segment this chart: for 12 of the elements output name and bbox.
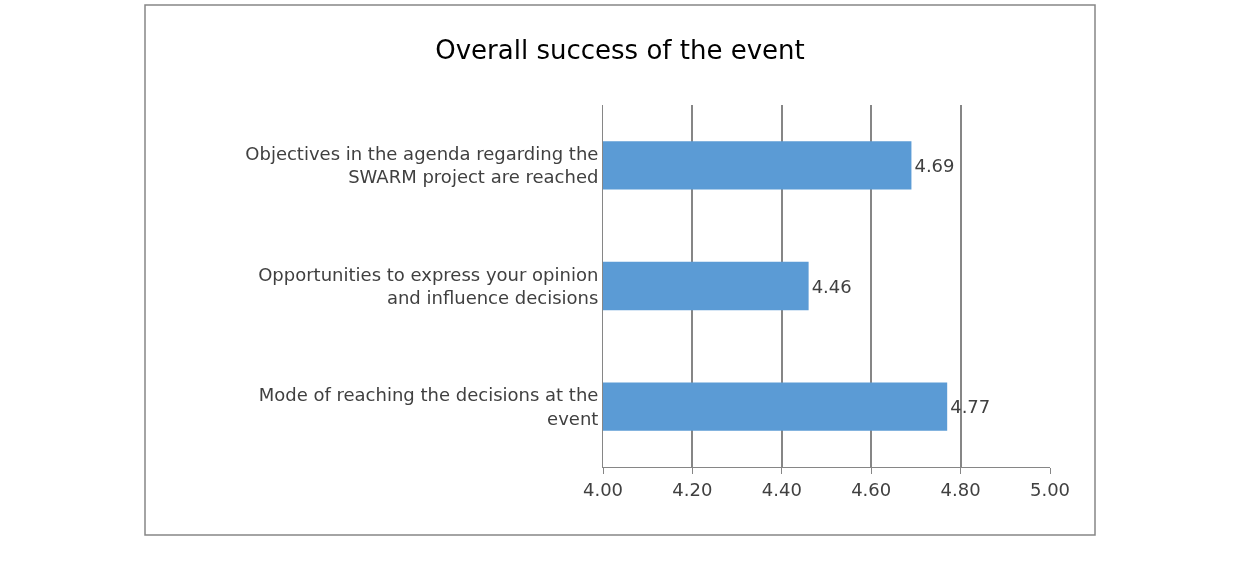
x-tick-label: 4.40 <box>761 478 802 500</box>
data-label: 4.46 <box>811 275 852 297</box>
x-tick-label: 5.00 <box>1029 478 1071 500</box>
y-tick-label: Opportunities to express your opinion and influence decisions <box>258 263 599 308</box>
y-tick-label: Objectives in the agenda regarding the SWARM project are reached <box>245 142 599 188</box>
x-tick-label: 4.60 <box>851 478 892 500</box>
data-label: 4.69 <box>914 154 955 176</box>
x-tick-label: 4.00 <box>582 478 624 500</box>
chart-title: Overall success of the event <box>435 35 805 66</box>
x-tick-label: 4.20 <box>672 478 713 500</box>
y-tick-label: Mode of reaching the decisions at the event <box>258 384 599 429</box>
x-tick-label: 4.80 <box>940 478 981 500</box>
